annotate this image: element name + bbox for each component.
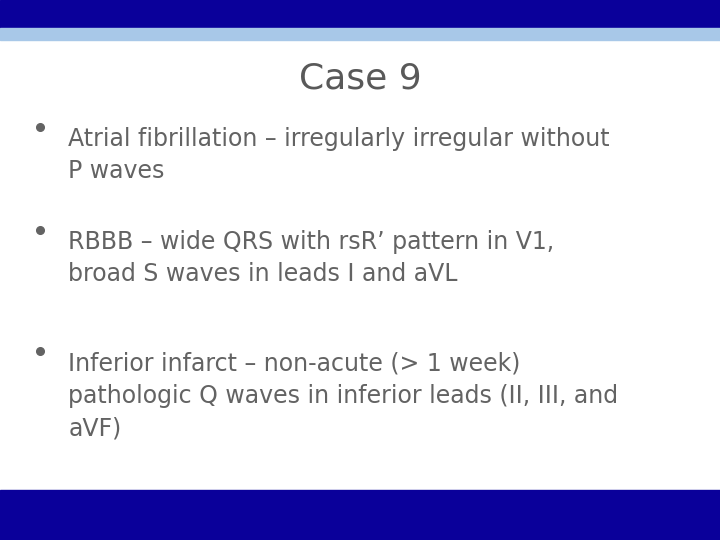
Text: Case 9: Case 9 [299,62,421,95]
Text: Inferior infarct – non-acute (> 1 week)
pathologic Q waves in inferior leads (II: Inferior infarct – non-acute (> 1 week) … [68,351,618,440]
Bar [0,28,720,40]
Bar [0,490,720,540]
Text: RBBB – wide QRS with rsR’ pattern in V1,
broad S waves in leads I and aVL: RBBB – wide QRS with rsR’ pattern in V1,… [68,230,554,286]
Bar [0,0,720,28]
Text: Atrial fibrillation – irregularly irregular without
P waves: Atrial fibrillation – irregularly irregu… [68,127,610,184]
